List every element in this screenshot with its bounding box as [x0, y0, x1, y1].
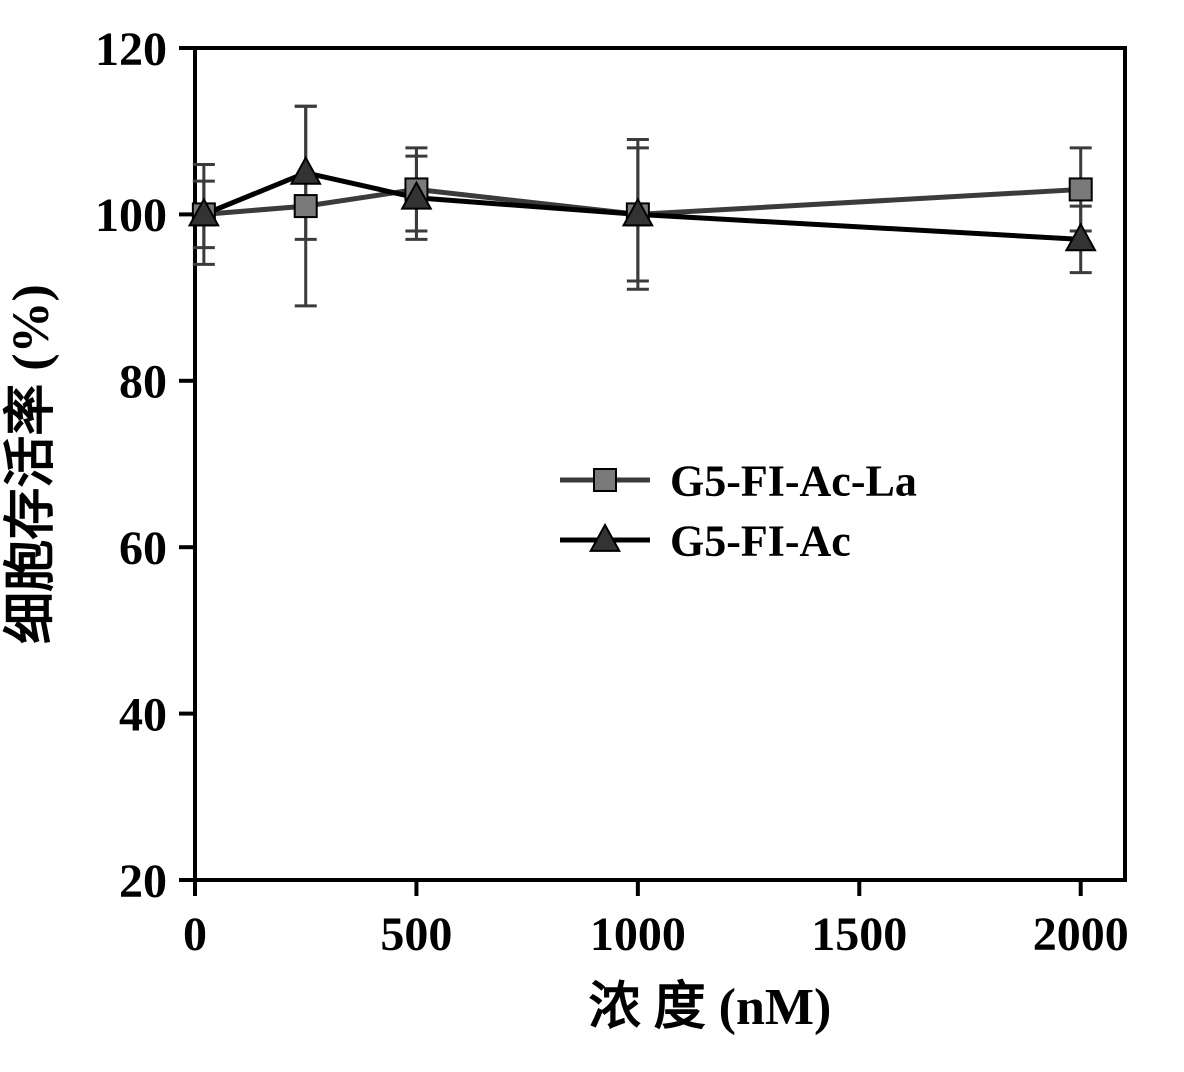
x-tick-label: 1000	[590, 908, 686, 961]
y-tick-label: 100	[95, 189, 167, 242]
x-axis-label: 浓 度 (nM)	[589, 978, 832, 1036]
marker-square	[594, 469, 616, 491]
x-tick-label: 1500	[811, 908, 907, 961]
legend-label: G5-FI-Ac	[670, 516, 851, 565]
chart-svg: 0 500 1000 1500 2000 20 40 60 80 100 120 浓 度 (nM) 细胞…	[0, 0, 1184, 1072]
y-tick-label: 20	[119, 855, 167, 908]
marker-square	[295, 195, 317, 217]
marker-triangle	[291, 158, 320, 184]
plot-frame	[195, 48, 1125, 880]
x-tick-label: 2000	[1033, 908, 1129, 961]
y-tick-label: 60	[119, 522, 167, 575]
x-tick-label: 500	[380, 908, 452, 961]
y-tick-label: 80	[119, 356, 167, 409]
legend-label: G5-FI-Ac-La	[670, 456, 917, 505]
y-tick-label: 40	[119, 688, 167, 741]
y-axis-label: 细胞存活率 (%)	[2, 284, 60, 644]
marker-square	[1070, 178, 1092, 200]
chart-container: 0 500 1000 1500 2000 20 40 60 80 100 120 浓 度 (nM) 细胞…	[0, 0, 1184, 1072]
y-tick-label: 120	[95, 23, 167, 76]
x-tick-label: 0	[183, 908, 207, 961]
